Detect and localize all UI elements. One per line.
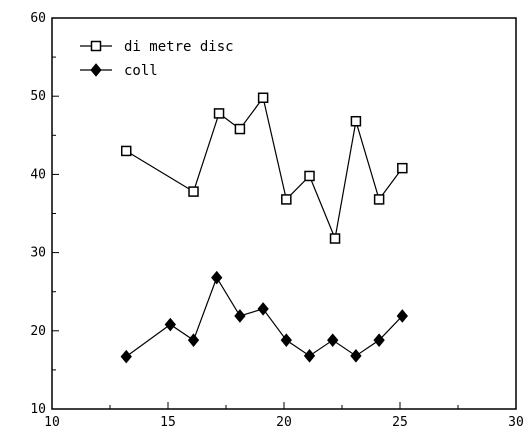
data-point-diamond (211, 270, 223, 285)
legend: di metre disc coll (80, 39, 234, 79)
data-point-square (257, 92, 269, 104)
x-tick-label: 20 (276, 415, 292, 430)
data-point-square (234, 123, 246, 135)
data-point-diamond (164, 317, 176, 332)
y-tick-label: 60 (30, 11, 46, 26)
data-point-diamond (257, 302, 269, 316)
y-tick-label: 30 (30, 246, 46, 261)
series-1 (120, 270, 408, 364)
y-tick-label: 10 (30, 402, 46, 417)
data-point-square (188, 186, 199, 197)
x-tick-label: 15 (160, 415, 176, 430)
x-tick-label: 25 (392, 415, 408, 430)
data-point-square (120, 145, 132, 157)
series-line (125, 276, 403, 358)
data-point-diamond (396, 309, 408, 323)
data-point-square (213, 108, 225, 119)
y-tick-label: 20 (30, 324, 46, 339)
legend-label: coll (124, 63, 158, 79)
legend-label: di metre disc (124, 39, 234, 55)
data-point-square (397, 162, 408, 174)
data-point-square (350, 115, 362, 127)
data-point-square (281, 194, 292, 205)
y-tick-label: 50 (30, 89, 46, 104)
data-point-square (329, 233, 341, 244)
data-point-diamond (187, 333, 200, 347)
series-layer (120, 92, 408, 364)
data-point-diamond (303, 349, 316, 363)
legend-item: coll (80, 63, 158, 79)
data-point-diamond (234, 309, 246, 323)
data-point-square (373, 194, 385, 205)
axes: 10 15 20 25 30 10 20 30 40 50 60 (30, 11, 523, 430)
plot-frame (51, 17, 517, 410)
data-point-diamond (327, 333, 339, 347)
data-point-diamond (373, 333, 385, 347)
x-tick-label: 10 (44, 415, 60, 430)
data-point-square (304, 170, 315, 182)
data-point-square (90, 40, 102, 52)
legend-item: di metre disc (80, 39, 234, 55)
data-point-diamond (90, 63, 102, 77)
x-tick-label: 30 (508, 415, 524, 430)
data-point-diamond (120, 349, 132, 364)
series-0 (120, 92, 408, 244)
data-point-diamond (280, 333, 292, 347)
data-point-diamond (350, 349, 362, 363)
y-tick-label: 40 (30, 167, 46, 182)
